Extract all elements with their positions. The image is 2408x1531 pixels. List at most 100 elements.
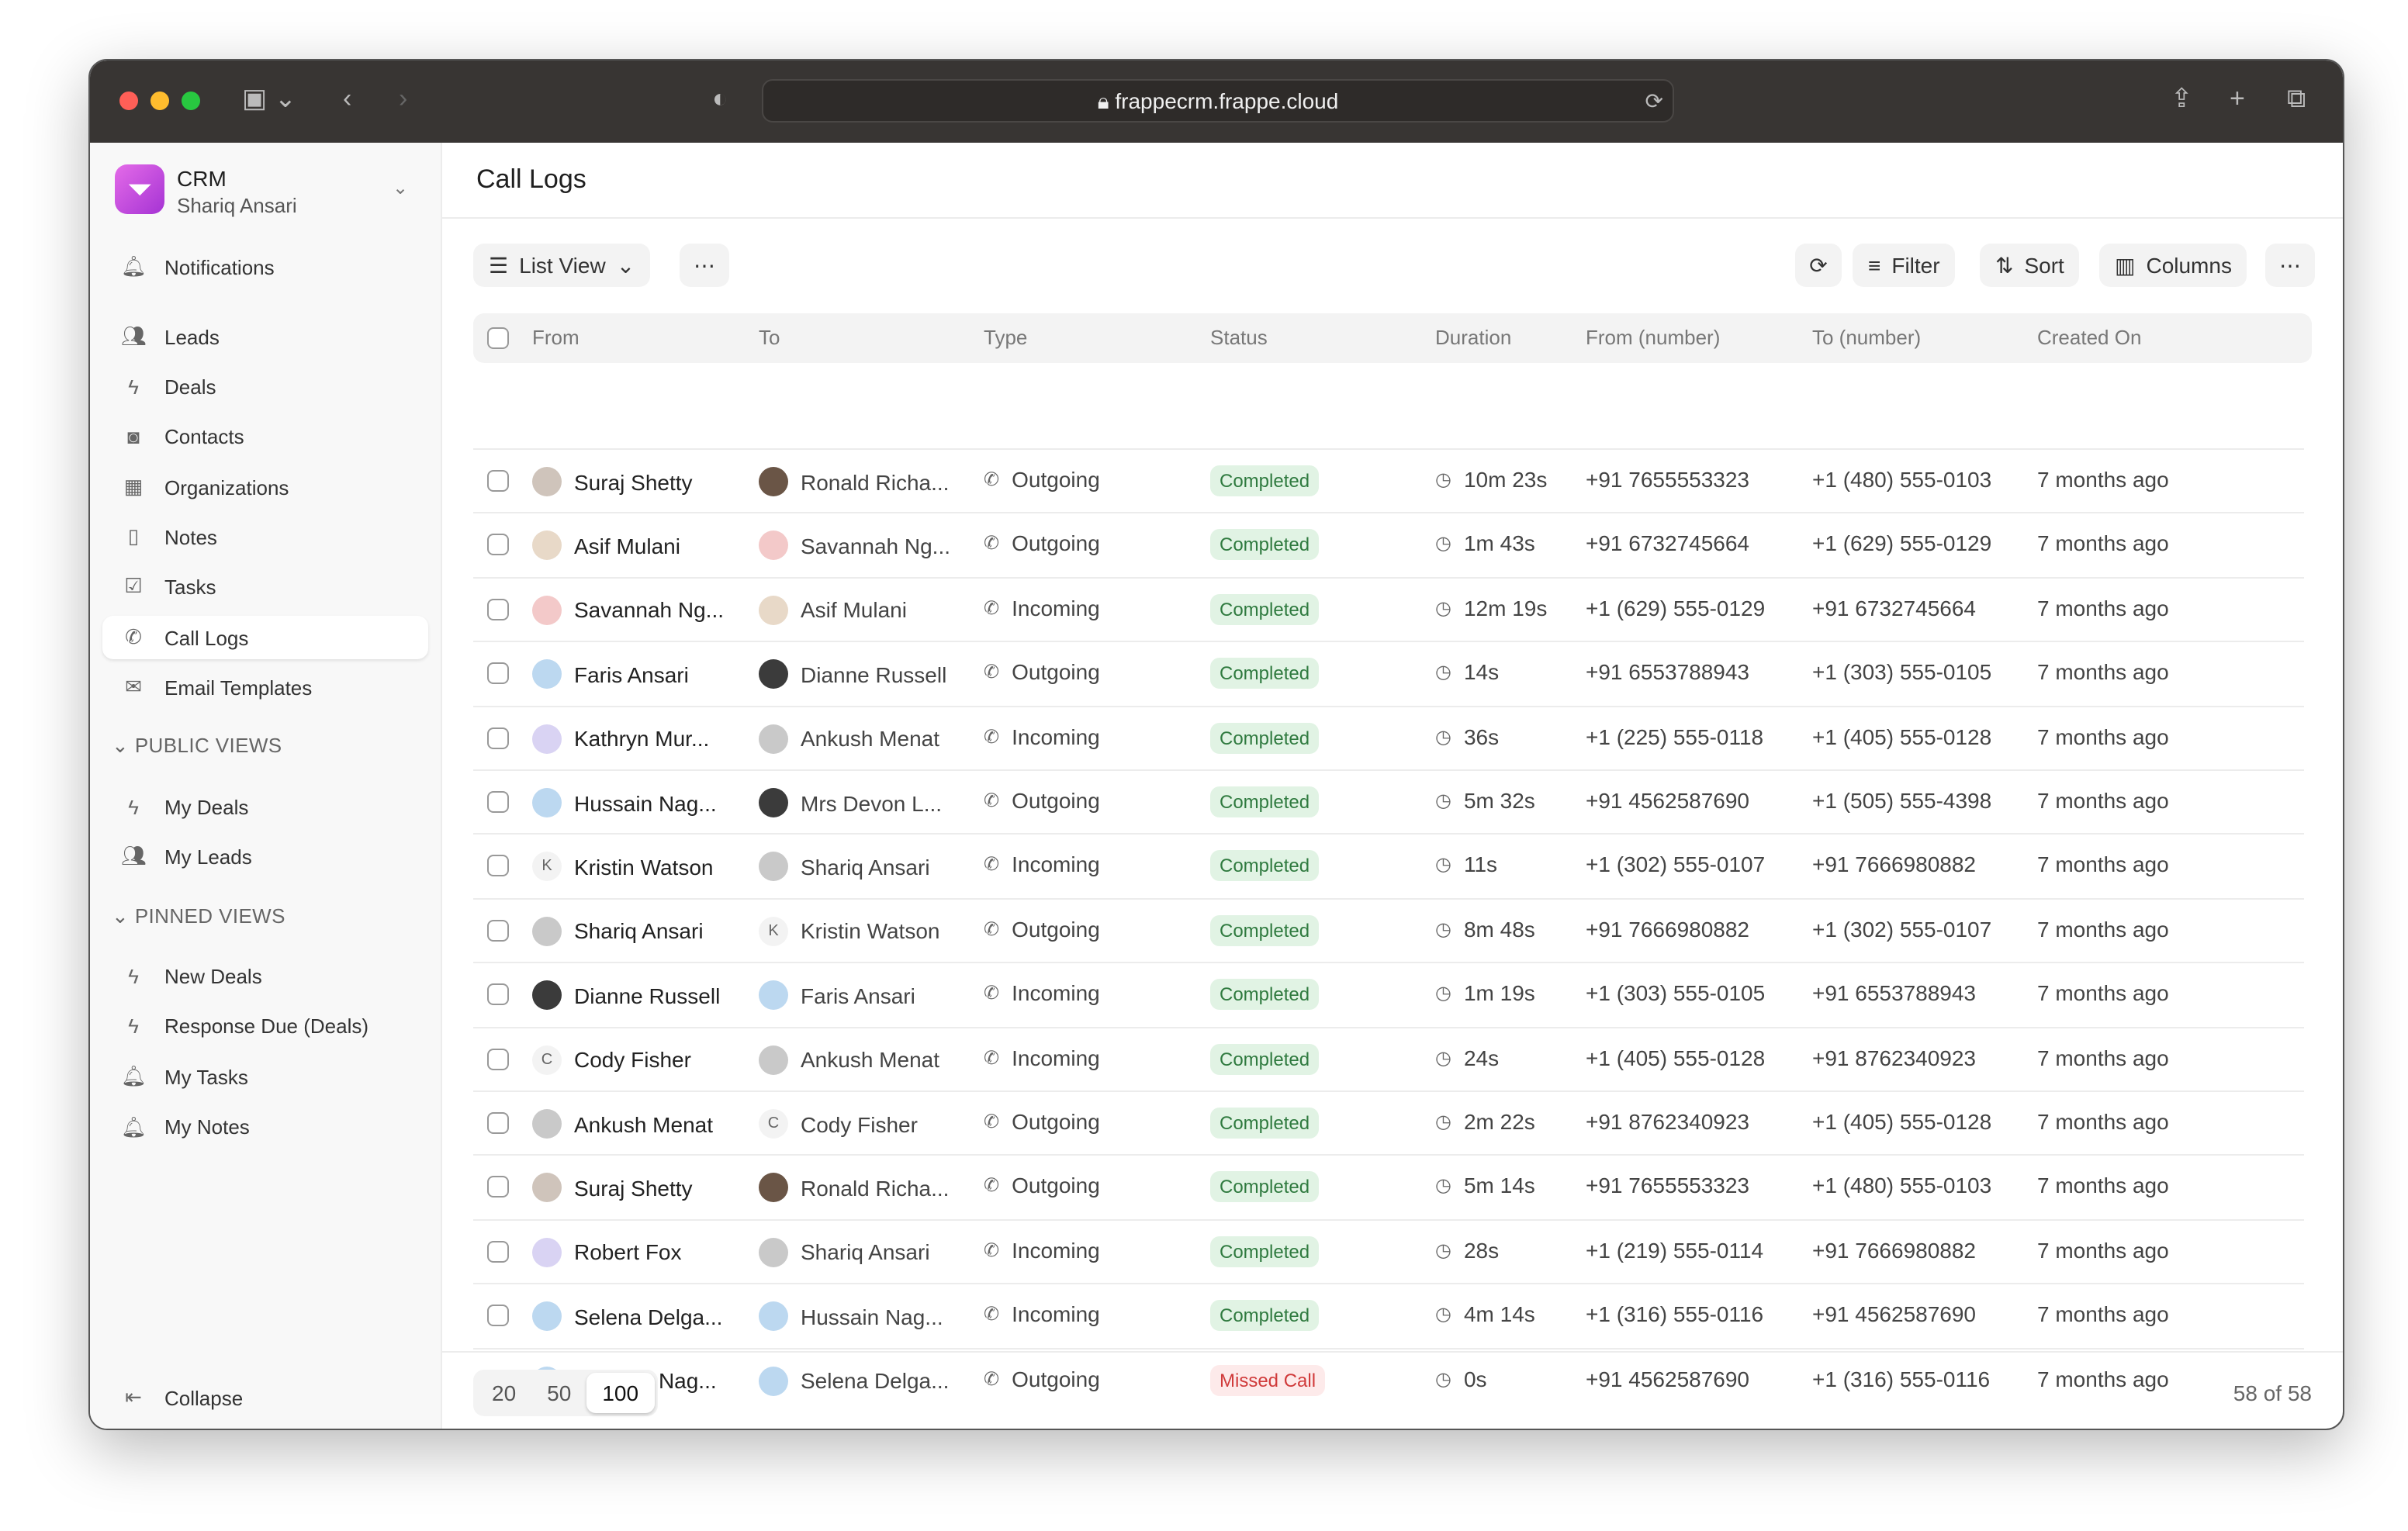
- table-row[interactable]: Dianne Russell Faris Ansari ✆ Incoming Co…: [473, 962, 2304, 1025]
- outgoing-call-icon: ✆: [984, 918, 1000, 940]
- page-size-option[interactable]: 20: [492, 1381, 517, 1405]
- row-checkbox[interactable]: [487, 1305, 509, 1327]
- more-options-button[interactable]: ⋯: [2265, 244, 2315, 287]
- row-checkbox[interactable]: [487, 791, 509, 813]
- maximize-window-button[interactable]: [182, 92, 200, 110]
- to-name: Mrs Devon L...: [801, 790, 943, 815]
- table-row[interactable]: Ankush Menat C Cody Fisher ✆ Outgoing Comp…: [473, 1090, 2304, 1154]
- close-window-button[interactable]: [119, 92, 138, 110]
- column-header[interactable]: Status: [1210, 326, 1268, 349]
- column-header[interactable]: To: [759, 326, 780, 349]
- browser-window: ▣ ⌄ ‹ › ◐ 🔒︎ frappecrm.frappe.cloud ⟳ ⇪ +…: [88, 59, 2344, 1430]
- tabs-overview-icon[interactable]: ⧉: [2287, 84, 2306, 113]
- users-icon: 👥︎: [121, 844, 147, 867]
- table-row[interactable]: K Kristin Watson Shariq Ansari ✆ Incoming …: [473, 833, 2304, 897]
- row-checkbox[interactable]: [487, 1176, 509, 1198]
- nav-label: My Tasks: [164, 1065, 248, 1088]
- table-row[interactable]: Robert Fox Shariq Ansari ✆ Incoming Compl…: [473, 1218, 2304, 1283]
- columns-button[interactable]: ▥ Columns: [2099, 244, 2247, 287]
- sidebar-item-my-leads[interactable]: 👥︎ My Leads: [102, 835, 428, 878]
- table-footer: 20 50 100 58 of 58: [442, 1351, 2343, 1429]
- table-row[interactable]: Kathryn Mur... Ankush Menat ✆ Incoming Co…: [473, 705, 2304, 769]
- share-icon[interactable]: ⇪: [2171, 84, 2193, 113]
- list-view-dropdown[interactable]: ☰ List View ⌄: [473, 244, 651, 287]
- chevron-down-icon: ⌄: [616, 252, 635, 277]
- sidebar-item-deals[interactable]: ϟ Deals: [102, 365, 428, 408]
- type-label: Incoming: [1012, 852, 1100, 877]
- sidebar-item-response-due-deals-[interactable]: ϟ Response Due (Deals): [102, 1004, 428, 1048]
- sidebar-item-email-templates[interactable]: ✉ Email Templates: [102, 665, 428, 709]
- table-row[interactable]: Hussain Nag... Selena Delga... ✆Outgoing…: [473, 1347, 2304, 1411]
- sidebar-toggle-icon[interactable]: ▣ ⌄: [242, 84, 297, 113]
- table-row[interactable]: Hussain Nag... Mrs Devon L... ✆ Outgoing …: [473, 769, 2304, 833]
- sidebar-item-my-notes[interactable]: 🔔︎ My Notes: [102, 1105, 428, 1149]
- chevron-down-icon[interactable]: ⌄: [393, 177, 409, 199]
- filter-button[interactable]: ≡ Filter: [1853, 244, 1956, 287]
- avatar: [532, 659, 562, 689]
- sidebar-item-organizations[interactable]: ▦ Organizations: [102, 465, 428, 509]
- table-row[interactable]: Faris Ansari Dianne Russell ✆ Outgoing Co…: [473, 641, 2304, 704]
- shield-icon[interactable]: ◐: [712, 84, 728, 113]
- forward-icon[interactable]: ›: [399, 84, 408, 113]
- page-size-option[interactable]: 50: [547, 1381, 572, 1405]
- column-header[interactable]: From: [532, 326, 580, 349]
- back-icon[interactable]: ‹: [343, 84, 352, 113]
- table-row[interactable]: C Cody Fisher Ankush Menat ✆ Incoming Comp…: [473, 1026, 2304, 1090]
- minimize-window-button[interactable]: [150, 92, 169, 110]
- sidebar-item-my-tasks[interactable]: 🔔︎ My Tasks: [102, 1055, 428, 1098]
- sidebar-item-tasks[interactable]: ☑ Tasks: [102, 565, 428, 608]
- avatar: [759, 1301, 788, 1332]
- address-bar[interactable]: 🔒︎ frappecrm.frappe.cloud ⟳: [762, 79, 1674, 123]
- row-checkbox[interactable]: [487, 1112, 509, 1134]
- column-header[interactable]: To (number): [1812, 326, 1922, 349]
- table-row[interactable]: Savannah Ng... Asif Mulani ✆ Incoming Com…: [473, 576, 2304, 641]
- clock-icon: ◷: [1435, 853, 1451, 876]
- column-header[interactable]: Type: [984, 326, 1028, 349]
- row-checkbox[interactable]: [487, 855, 509, 877]
- row-checkbox[interactable]: [487, 983, 509, 1006]
- collapse-button[interactable]: ⇤ Collapse: [102, 1376, 428, 1419]
- table-row[interactable]: Selena Delga... Hussain Nag... ✆ Incoming…: [473, 1283, 2304, 1346]
- select-all-checkbox[interactable]: [487, 327, 509, 349]
- from-name: Kathryn Mur...: [574, 726, 710, 752]
- page-size-option[interactable]: 100: [586, 1373, 655, 1413]
- row-checkbox[interactable]: [487, 1048, 509, 1070]
- sidebar-item-notes[interactable]: ▯ Notes: [102, 515, 428, 558]
- sidebar-item-leads[interactable]: 👥︎ Leads: [102, 315, 428, 358]
- refresh-button[interactable]: ⟳: [1795, 244, 1842, 287]
- table-row[interactable]: Shariq Ansari K Kristin Watson ✆ Outgoing …: [473, 897, 2304, 962]
- sidebar-item-call-logs[interactable]: ✆ Call Logs: [102, 616, 428, 659]
- sidebar-item-notifications[interactable]: 🔔︎ Notifications: [102, 245, 428, 289]
- nav-label: Organizations: [164, 475, 289, 499]
- sidebar-item-contacts[interactable]: ◙ Contacts: [102, 414, 428, 458]
- duration-cell: ◷ 2m 22s: [1435, 1109, 1535, 1134]
- reload-icon[interactable]: ⟳: [1645, 88, 1663, 113]
- view-more-button[interactable]: ⋯: [680, 244, 729, 287]
- to-number-cell: +91 7666980882: [1812, 852, 1976, 877]
- row-checkbox[interactable]: [487, 1240, 509, 1263]
- contact-icon: ◙: [127, 424, 140, 448]
- column-header[interactable]: Created On: [2037, 326, 2142, 349]
- row-checkbox[interactable]: [487, 662, 509, 685]
- sidebar-item-new-deals[interactable]: ϟ New Deals: [102, 954, 428, 997]
- table-row[interactable]: Suraj Shetty Ronald Richa... ✆ Outgoing C…: [473, 448, 2304, 512]
- sidebar-item-my-deals[interactable]: ϟ My Deals: [102, 785, 428, 828]
- row-checkbox[interactable]: [487, 470, 509, 492]
- row-checkbox[interactable]: [487, 598, 509, 620]
- column-header[interactable]: Duration: [1435, 326, 1512, 349]
- row-checkbox[interactable]: [487, 919, 509, 942]
- row-checkbox[interactable]: [487, 727, 509, 749]
- table-row[interactable]: Suraj Shetty Ronald Richa... ✆ Outgoing C…: [473, 1154, 2304, 1218]
- created-on-cell: 7 months ago: [2037, 980, 2169, 1006]
- duration-cell: ◷ 4m 14s: [1435, 1301, 1535, 1326]
- avatar: [759, 659, 788, 689]
- new-tab-icon[interactable]: +: [2230, 84, 2245, 113]
- section-header[interactable]: ⌄ PUBLIC VIEWS: [112, 734, 282, 759]
- type-cell: ✆ Incoming: [984, 852, 1100, 877]
- column-header[interactable]: From (number): [1586, 326, 1721, 349]
- row-checkbox[interactable]: [487, 534, 509, 556]
- section-header[interactable]: ⌄ PINNED VIEWS: [112, 904, 285, 929]
- table-row[interactable]: Asif Mulani Savannah Ng... ✆ Outgoing Com…: [473, 512, 2304, 576]
- to-name: Kristin Watson: [801, 918, 940, 944]
- sort-button[interactable]: ⇅ Sort: [1980, 244, 2080, 287]
